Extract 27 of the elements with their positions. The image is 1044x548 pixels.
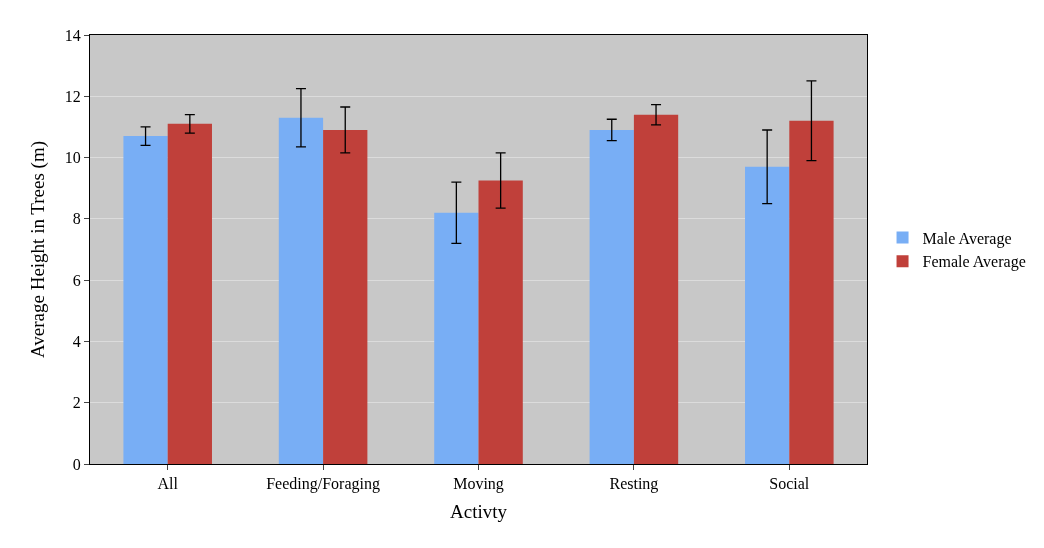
x-tick-label: Moving xyxy=(453,475,504,494)
y-tick-label: 12 xyxy=(64,87,81,105)
bar xyxy=(323,129,368,464)
bar xyxy=(589,129,634,464)
y-tick-label: 0 xyxy=(72,455,81,473)
bar xyxy=(745,166,790,464)
bar xyxy=(167,123,212,464)
bar xyxy=(278,117,324,464)
bar xyxy=(123,136,168,464)
x-tick-label: Feeding/Foraging xyxy=(266,475,380,494)
y-tick-label: 10 xyxy=(64,149,81,167)
y-tick-label: 4 xyxy=(72,333,81,351)
x-tick-label: Social xyxy=(769,475,810,493)
bar xyxy=(633,114,679,464)
x-tick-label: All xyxy=(157,475,179,493)
bar xyxy=(434,212,479,464)
x-tick-label: Resting xyxy=(609,475,659,494)
x-axis-title: Activty xyxy=(450,501,508,522)
y-tick-label: 2 xyxy=(72,394,81,412)
y-tick-label: 14 xyxy=(64,26,81,44)
y-tick-label: 6 xyxy=(72,271,81,289)
legend-label: Male Average xyxy=(922,229,1012,248)
y-axis-title: Average Height in Trees (m) xyxy=(26,140,49,359)
legend-label: Female Average xyxy=(922,253,1026,272)
y-tick-label: 8 xyxy=(72,210,81,228)
bar xyxy=(789,120,834,464)
bar xyxy=(478,180,523,464)
